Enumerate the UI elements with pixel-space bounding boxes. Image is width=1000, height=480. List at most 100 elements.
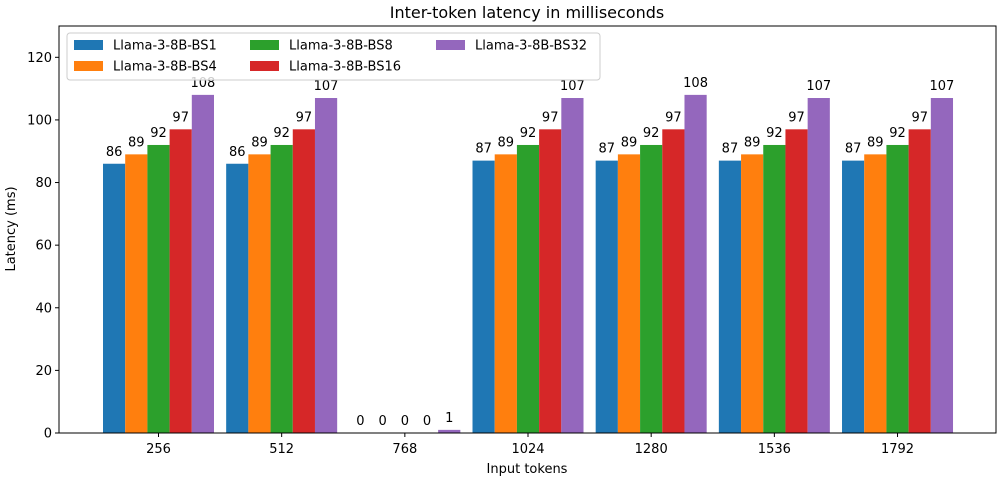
bar-Llama-3-8B-BS1-1536 xyxy=(718,160,742,433)
data-label: 86 xyxy=(229,145,246,160)
legend-label: Llama-3-8B-BS32 xyxy=(475,39,587,54)
legend-swatch xyxy=(74,40,103,50)
data-label: 97 xyxy=(911,110,928,125)
bar-Llama-3-8B-BS8-256 xyxy=(147,144,170,433)
bar-Llama-3-8B-BS8-512 xyxy=(270,144,293,433)
y-tick-label: 120 xyxy=(27,51,52,66)
y-tick-label: 100 xyxy=(27,113,52,128)
legend-swatch xyxy=(74,61,103,71)
bar-Llama-3-8B-BS4-256 xyxy=(125,154,148,434)
data-label: 87 xyxy=(475,142,492,157)
bar-Llama-3-8B-BS16-1024 xyxy=(539,129,562,433)
y-axis: 0 20 40 60 80 100 120 xyxy=(27,51,59,442)
data-label: 87 xyxy=(845,142,862,157)
bar-Llama-3-8B-BS1-1024 xyxy=(472,160,495,433)
data-label: 1 xyxy=(445,411,453,426)
legend-swatch xyxy=(250,61,279,71)
data-label: 86 xyxy=(106,145,123,160)
bar-Llama-3-8B-BS8-1536 xyxy=(763,144,786,433)
bar-Llama-3-8B-BS32-1280 xyxy=(684,94,707,433)
bar-Llama-3-8B-BS1-256 xyxy=(103,163,126,433)
data-label: 92 xyxy=(889,126,906,141)
bar-Llama-3-8B-BS16-256 xyxy=(169,129,192,433)
data-label: 107 xyxy=(560,79,585,94)
x-tick-label: 256 xyxy=(146,442,171,457)
bar-Llama-3-8B-BS8-1280 xyxy=(640,144,663,433)
bar-Llama-3-8B-BS1-1280 xyxy=(595,160,618,433)
bar-Llama-3-8B-BS4-512 xyxy=(248,154,271,434)
bar-Llama-3-8B-BS4-1280 xyxy=(617,154,641,434)
legend-swatch xyxy=(250,40,279,50)
y-tick-label: 20 xyxy=(35,364,52,379)
data-label: 108 xyxy=(683,76,708,91)
x-tick-label: 1024 xyxy=(511,442,544,457)
data-label: 107 xyxy=(314,79,339,94)
y-axis-title: Latency (ms) xyxy=(4,186,19,271)
bar-Llama-3-8B-BS1-1792 xyxy=(842,160,865,433)
data-label: 0 xyxy=(401,414,409,429)
bar-Llama-3-8B-BS32-512 xyxy=(314,98,338,433)
data-label: 92 xyxy=(643,126,660,141)
data-label: 97 xyxy=(788,110,805,125)
data-label: 0 xyxy=(356,414,364,429)
y-tick-label: 0 xyxy=(44,427,52,442)
x-tick-label: 1792 xyxy=(881,442,914,457)
bar-Llama-3-8B-BS32-256 xyxy=(191,94,214,433)
y-tick-label: 60 xyxy=(35,239,52,254)
legend-label: Llama-3-8B-BS8 xyxy=(289,39,393,54)
legend-swatch xyxy=(436,40,465,50)
data-label: 0 xyxy=(423,414,431,429)
data-label: 0 xyxy=(378,414,386,429)
data-label: 89 xyxy=(251,135,268,150)
data-label: 89 xyxy=(744,135,761,150)
data-label: 97 xyxy=(296,110,313,125)
legend-frame xyxy=(66,32,601,81)
data-label: 89 xyxy=(128,135,145,150)
bars-group xyxy=(103,94,954,434)
bar-Llama-3-8B-BS1-512 xyxy=(226,163,249,433)
data-label: 92 xyxy=(273,126,290,141)
legend: Llama-3-8B-BS1 Llama-3-8B-BS4 Llama-3-8B-B… xyxy=(66,32,601,81)
data-label: 89 xyxy=(498,135,515,150)
bar-Llama-3-8B-BS8-1024 xyxy=(516,144,540,433)
data-label: 92 xyxy=(766,126,783,141)
legend-label: Llama-3-8B-BS4 xyxy=(113,60,217,75)
data-label: 97 xyxy=(172,110,189,125)
bar-Llama-3-8B-BS4-1792 xyxy=(864,154,887,434)
y-tick-label: 40 xyxy=(35,301,52,316)
x-tick-label: 1280 xyxy=(635,442,668,457)
x-tick-label: 1536 xyxy=(758,442,791,457)
x-axis: 256 512 768 1024 1280 1536 1792 xyxy=(146,433,914,457)
data-label: 89 xyxy=(621,135,638,150)
data-label: 87 xyxy=(722,142,739,157)
bar-Llama-3-8B-BS4-1536 xyxy=(741,154,764,434)
x-tick-label: 768 xyxy=(392,442,417,457)
data-label: 92 xyxy=(520,126,537,141)
y-tick-label: 80 xyxy=(35,176,52,191)
chart-title: Inter-token latency in milliseconds xyxy=(390,3,664,22)
bar-Llama-3-8B-BS32-1536 xyxy=(807,98,830,433)
data-label: 92 xyxy=(150,126,167,141)
data-label: 87 xyxy=(599,142,616,157)
bar-Llama-3-8B-BS32-768 xyxy=(438,429,461,433)
data-label: 89 xyxy=(867,135,884,150)
data-label: 97 xyxy=(665,110,682,125)
bar-Llama-3-8B-BS16-1280 xyxy=(662,129,685,433)
bar-Llama-3-8B-BS32-1792 xyxy=(930,98,954,433)
data-labels-group: 86 86 0 87 87 87 87 89 89 0 89 89 89 89 92 92 0 92 92 92 92 9… xyxy=(106,76,955,429)
data-label: 97 xyxy=(542,110,559,125)
legend-label: Llama-3-8B-BS1 xyxy=(113,39,217,54)
legend-label: Llama-3-8B-BS16 xyxy=(289,60,401,75)
bar-Llama-3-8B-BS4-1024 xyxy=(494,154,517,434)
bar-Llama-3-8B-BS16-1536 xyxy=(785,129,808,433)
bar-Llama-3-8B-BS8-1792 xyxy=(886,144,909,433)
plot-frame xyxy=(58,25,997,434)
data-label: 107 xyxy=(806,79,831,94)
data-label: 107 xyxy=(930,79,955,94)
bar-Llama-3-8B-BS16-1792 xyxy=(908,129,931,433)
bar-Llama-3-8B-BS32-1024 xyxy=(561,98,584,433)
bar-Llama-3-8B-BS16-512 xyxy=(292,129,315,433)
x-axis-title: Input tokens xyxy=(487,462,568,477)
x-tick-label: 512 xyxy=(269,442,294,457)
